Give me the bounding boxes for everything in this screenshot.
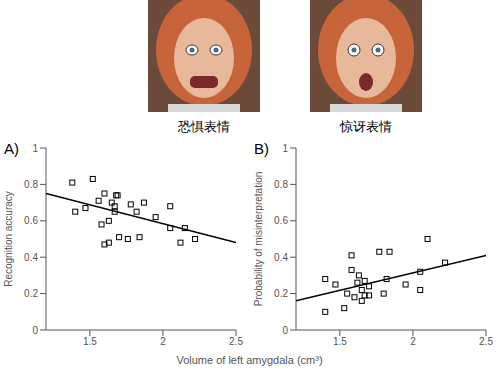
svg-text:0.4: 0.4 (274, 252, 288, 263)
svg-text:1.5: 1.5 (333, 336, 347, 347)
svg-text:2: 2 (410, 336, 416, 347)
svg-text:0.8: 0.8 (24, 179, 38, 190)
svg-text:1.5: 1.5 (83, 336, 97, 347)
svg-text:2: 2 (160, 336, 166, 347)
svg-text:0: 0 (32, 325, 38, 336)
html-text:惊讶表情: 惊讶表情 (340, 119, 392, 134)
svg-text:2.5: 2.5 (479, 336, 493, 347)
svg-text:Recognition accuracy: Recognition accuracy (3, 191, 14, 287)
svg-text:0.6: 0.6 (24, 215, 38, 226)
html-text:A): A) (4, 140, 19, 157)
svg-text:0.6: 0.6 (274, 215, 288, 226)
html-text:Volume of left amygdala (cm³): Volume of left amygdala (cm³) (176, 354, 323, 366)
svg-text:0.4: 0.4 (24, 252, 38, 263)
svg-text:0.2: 0.2 (24, 288, 38, 299)
svg-text:0.2: 0.2 (274, 288, 288, 299)
svg-text:1: 1 (32, 143, 38, 154)
svg-text:0: 0 (282, 325, 288, 336)
html-text:恐惧表情: 恐惧表情 (178, 119, 230, 134)
svg-text:1: 1 (282, 143, 288, 154)
svg-text:0.8: 0.8 (274, 179, 288, 190)
svg-text:Probability of misinterpretati: Probability of misinterpretation (253, 172, 264, 307)
svg-text:2.5: 2.5 (229, 336, 243, 347)
html-text:B): B) (254, 140, 269, 157)
